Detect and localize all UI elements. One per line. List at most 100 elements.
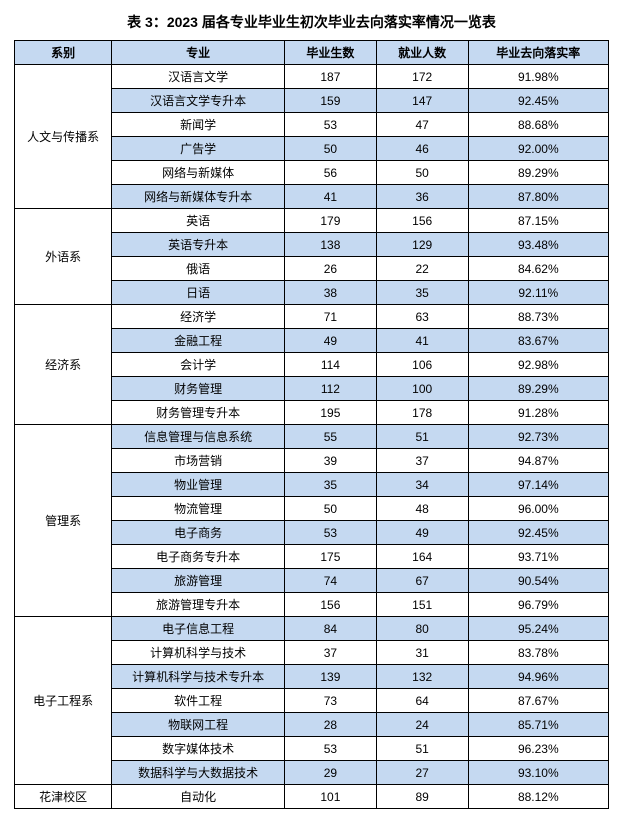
rate-cell: 94.96% xyxy=(468,665,608,689)
emp-cell: 129 xyxy=(376,233,468,257)
grad-cell: 53 xyxy=(284,521,376,545)
emp-cell: 156 xyxy=(376,209,468,233)
table-row: 管理系信息管理与信息系统555192.73% xyxy=(15,425,609,449)
table-row: 外语系英语17915687.15% xyxy=(15,209,609,233)
emp-cell: 49 xyxy=(376,521,468,545)
grad-cell: 41 xyxy=(284,185,376,209)
dept-cell: 人文与传播系 xyxy=(15,65,112,209)
col-grad: 毕业生数 xyxy=(284,41,376,65)
dept-cell: 花津校区 xyxy=(15,785,112,809)
grad-cell: 39 xyxy=(284,449,376,473)
major-cell: 市场营销 xyxy=(112,449,285,473)
rate-cell: 85.71% xyxy=(468,713,608,737)
emp-cell: 34 xyxy=(376,473,468,497)
rate-cell: 87.67% xyxy=(468,689,608,713)
rate-cell: 92.45% xyxy=(468,521,608,545)
emp-cell: 80 xyxy=(376,617,468,641)
major-cell: 财务管理 xyxy=(112,377,285,401)
grad-cell: 74 xyxy=(284,569,376,593)
major-cell: 计算机科学与技术专升本 xyxy=(112,665,285,689)
major-cell: 英语 xyxy=(112,209,285,233)
rate-cell: 83.78% xyxy=(468,641,608,665)
grad-cell: 53 xyxy=(284,737,376,761)
emp-cell: 41 xyxy=(376,329,468,353)
grad-cell: 156 xyxy=(284,593,376,617)
grad-cell: 179 xyxy=(284,209,376,233)
rate-cell: 92.98% xyxy=(468,353,608,377)
rate-cell: 93.10% xyxy=(468,761,608,785)
dept-cell: 经济系 xyxy=(15,305,112,425)
major-cell: 物流管理 xyxy=(112,497,285,521)
rate-cell: 93.48% xyxy=(468,233,608,257)
emp-cell: 132 xyxy=(376,665,468,689)
emp-cell: 48 xyxy=(376,497,468,521)
major-cell: 经济学 xyxy=(112,305,285,329)
rate-cell: 88.12% xyxy=(468,785,608,809)
emp-cell: 178 xyxy=(376,401,468,425)
grad-cell: 50 xyxy=(284,497,376,521)
rate-cell: 83.67% xyxy=(468,329,608,353)
grad-cell: 56 xyxy=(284,161,376,185)
major-cell: 日语 xyxy=(112,281,285,305)
rate-cell: 89.29% xyxy=(468,161,608,185)
major-cell: 电子商务 xyxy=(112,521,285,545)
major-cell: 网络与新媒体 xyxy=(112,161,285,185)
emp-cell: 31 xyxy=(376,641,468,665)
major-cell: 物业管理 xyxy=(112,473,285,497)
grad-cell: 195 xyxy=(284,401,376,425)
emp-cell: 51 xyxy=(376,425,468,449)
table-row: 电子工程系电子信息工程848095.24% xyxy=(15,617,609,641)
emp-cell: 22 xyxy=(376,257,468,281)
rate-cell: 84.62% xyxy=(468,257,608,281)
major-cell: 电子信息工程 xyxy=(112,617,285,641)
major-cell: 数字媒体技术 xyxy=(112,737,285,761)
table-body: 人文与传播系汉语言文学18717291.98%汉语言文学专升本15914792.… xyxy=(15,65,609,809)
grad-cell: 50 xyxy=(284,137,376,161)
rate-cell: 92.45% xyxy=(468,89,608,113)
emp-cell: 24 xyxy=(376,713,468,737)
col-major: 专业 xyxy=(112,41,285,65)
grad-cell: 26 xyxy=(284,257,376,281)
dept-cell: 电子工程系 xyxy=(15,617,112,785)
grad-cell: 101 xyxy=(284,785,376,809)
grad-cell: 55 xyxy=(284,425,376,449)
rate-cell: 92.11% xyxy=(468,281,608,305)
emp-cell: 147 xyxy=(376,89,468,113)
rate-cell: 88.68% xyxy=(468,113,608,137)
rate-cell: 94.87% xyxy=(468,449,608,473)
grad-cell: 38 xyxy=(284,281,376,305)
table-row: 经济系经济学716388.73% xyxy=(15,305,609,329)
emp-cell: 172 xyxy=(376,65,468,89)
emp-cell: 35 xyxy=(376,281,468,305)
rate-cell: 97.14% xyxy=(468,473,608,497)
col-emp: 就业人数 xyxy=(376,41,468,65)
grad-cell: 175 xyxy=(284,545,376,569)
dept-cell: 管理系 xyxy=(15,425,112,617)
major-cell: 会计学 xyxy=(112,353,285,377)
rate-cell: 92.00% xyxy=(468,137,608,161)
table-row: 花津校区自动化1018988.12% xyxy=(15,785,609,809)
emp-cell: 46 xyxy=(376,137,468,161)
emp-cell: 89 xyxy=(376,785,468,809)
major-cell: 新闻学 xyxy=(112,113,285,137)
emp-cell: 27 xyxy=(376,761,468,785)
major-cell: 广告学 xyxy=(112,137,285,161)
emp-cell: 164 xyxy=(376,545,468,569)
rate-cell: 89.29% xyxy=(468,377,608,401)
rate-cell: 93.71% xyxy=(468,545,608,569)
grad-cell: 71 xyxy=(284,305,376,329)
grad-cell: 53 xyxy=(284,113,376,137)
major-cell: 自动化 xyxy=(112,785,285,809)
rate-cell: 91.28% xyxy=(468,401,608,425)
rate-cell: 88.73% xyxy=(468,305,608,329)
grad-cell: 159 xyxy=(284,89,376,113)
emp-cell: 151 xyxy=(376,593,468,617)
dept-cell: 外语系 xyxy=(15,209,112,305)
col-rate: 毕业去向落实率 xyxy=(468,41,608,65)
major-cell: 网络与新媒体专升本 xyxy=(112,185,285,209)
emp-cell: 36 xyxy=(376,185,468,209)
rate-cell: 96.23% xyxy=(468,737,608,761)
emp-cell: 50 xyxy=(376,161,468,185)
emp-cell: 64 xyxy=(376,689,468,713)
grad-cell: 84 xyxy=(284,617,376,641)
